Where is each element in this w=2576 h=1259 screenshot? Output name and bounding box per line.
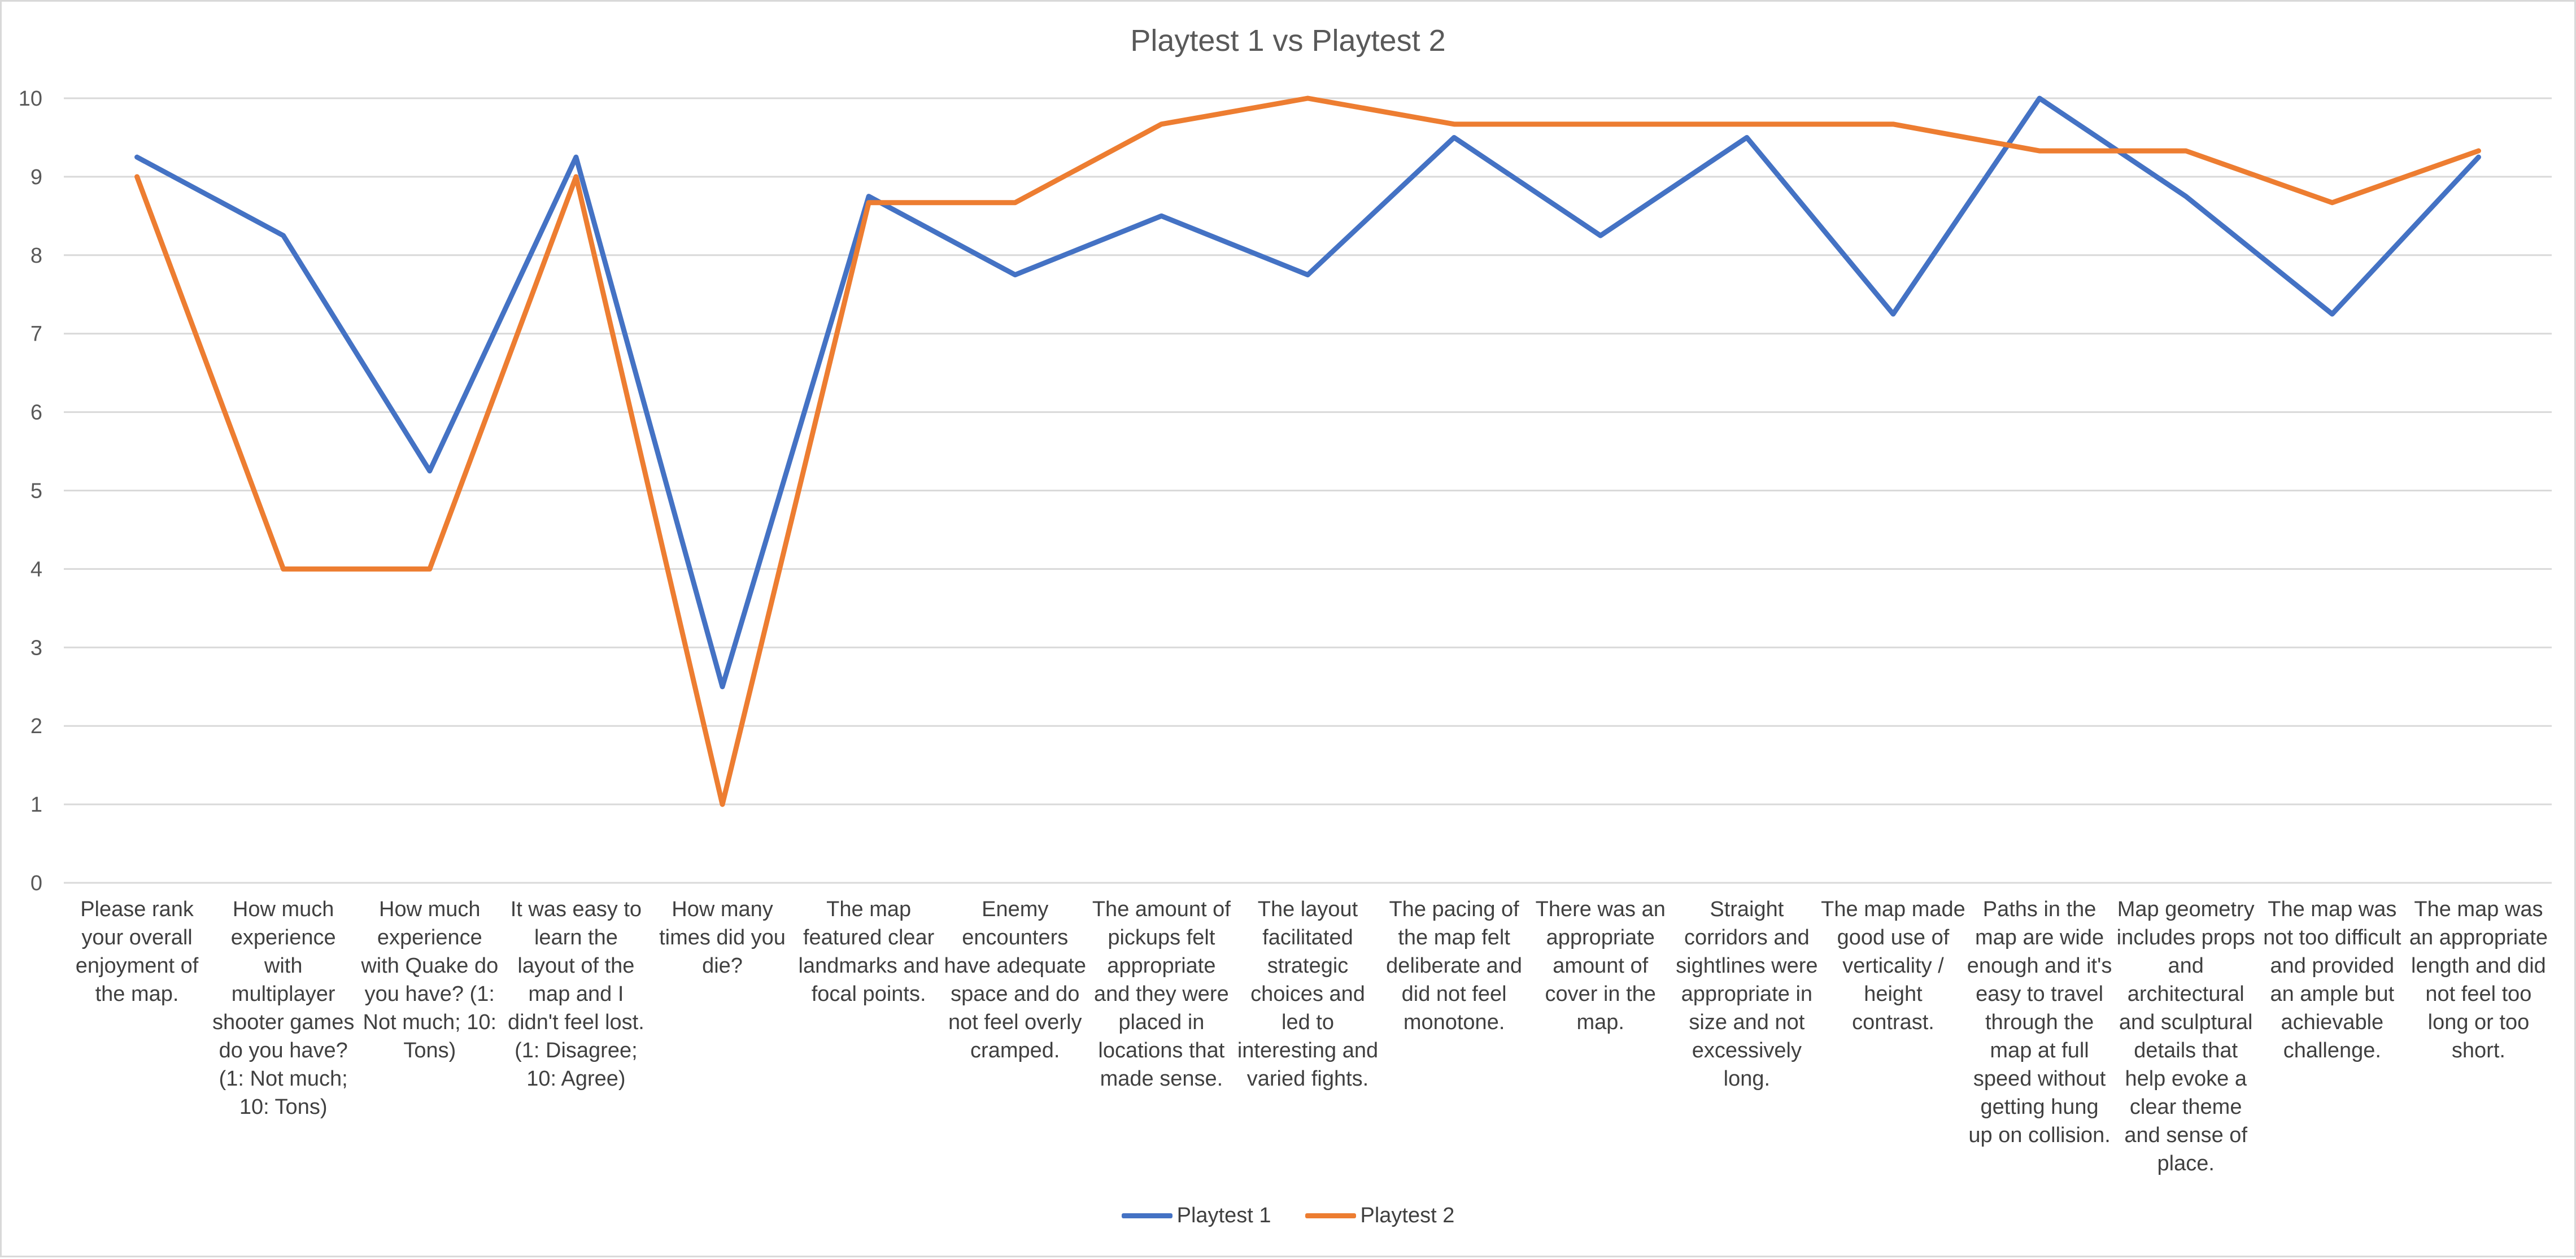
- y-tick-label: 6: [30, 401, 42, 425]
- y-tick-label: 4: [30, 557, 42, 581]
- y-tick-label: 8: [30, 244, 42, 268]
- legend-swatch-playtest-1: [1121, 1213, 1173, 1218]
- y-tick-label: 0: [30, 872, 42, 895]
- x-category-label: How many times did you die?: [659, 898, 786, 978]
- series-line-2: [134, 95, 2481, 807]
- x-category-label: How much experience with Quake do you ha…: [361, 898, 499, 1062]
- x-category-label: The map made good use of verticality / h…: [1821, 898, 1965, 1034]
- legend-swatch-playtest-2: [1305, 1213, 1356, 1218]
- legend: Playtest 1 Playtest 2: [2, 1204, 2574, 1228]
- legend-label-playtest-1: Playtest 1: [1176, 1204, 1271, 1227]
- series-line-1: [134, 95, 2481, 690]
- y-tick-label: 1: [30, 793, 42, 817]
- x-category-label: The amount of pickups felt appropriate a…: [1092, 898, 1231, 1091]
- x-category-label: Map geometry includes props and architec…: [2116, 898, 2255, 1175]
- x-category-label: Paths in the map are wide enough and it'…: [1967, 898, 2112, 1147]
- x-category-label: It was easy to learn the layout of the m…: [508, 898, 644, 1091]
- y-tick-label: 9: [30, 165, 42, 189]
- x-category-label: The map featured clear landmarks and foc…: [798, 898, 939, 1006]
- x-category-label: Please rank your overall enjoyment of th…: [75, 898, 199, 1006]
- legend-item-playtest-1: Playtest 1: [1121, 1204, 1271, 1228]
- chart-title: Playtest 1 vs Playtest 2: [1130, 24, 1446, 58]
- x-category-label: The pacing of the map felt deliberate an…: [1386, 898, 1523, 1034]
- y-tick-label: 5: [30, 480, 42, 503]
- x-category-label: The map was not too difficult and provid…: [2263, 898, 2401, 1062]
- x-category-label: Straight corridors and sightlines were a…: [1676, 898, 1818, 1091]
- y-tick-label: 2: [30, 715, 42, 738]
- x-category-label: There was an appropriate amount of cover…: [1535, 898, 1666, 1034]
- y-tick-label: 3: [30, 636, 42, 660]
- legend-item-playtest-2: Playtest 2: [1305, 1204, 1455, 1228]
- y-tick-label: 7: [30, 323, 42, 346]
- x-category-label: How much experience with multiplayer sho…: [212, 898, 355, 1119]
- y-tick-label: 10: [19, 87, 42, 111]
- legend-label-playtest-2: Playtest 2: [1360, 1204, 1455, 1227]
- x-category-label: The map was an appropriate length and di…: [2409, 898, 2548, 1062]
- x-category-label: The layout facilitated strategic choices…: [1237, 898, 1379, 1091]
- x-category-label: Enemy encounters have adequate space and…: [944, 898, 1086, 1062]
